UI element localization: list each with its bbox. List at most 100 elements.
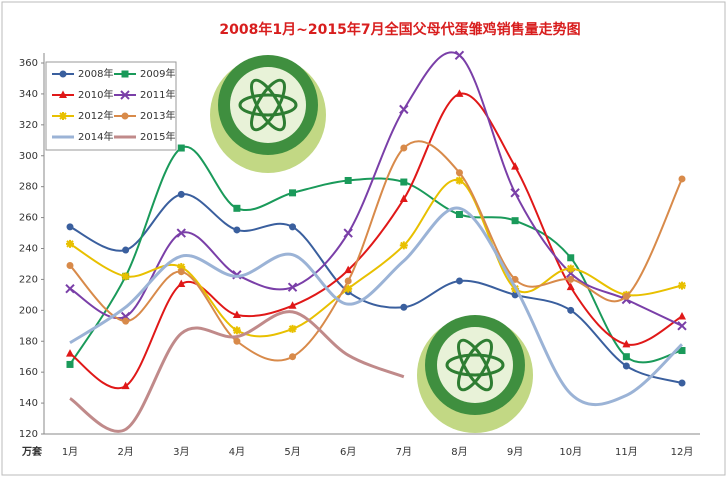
y-tick-label: 320 [19, 120, 38, 131]
point [622, 353, 630, 361]
point [232, 310, 241, 318]
y-tick-label: 340 [19, 89, 38, 100]
point [176, 228, 186, 238]
legend-label: 2012年 [78, 109, 113, 122]
point [399, 241, 408, 250]
point [289, 353, 297, 361]
x-tick-label: 11月 [615, 446, 638, 458]
logo [210, 55, 326, 173]
point [566, 282, 575, 291]
x-tick-label: 6月 [340, 446, 356, 458]
point [511, 217, 519, 225]
y-unit: 万套 [21, 445, 43, 458]
point [511, 275, 519, 283]
point [343, 228, 353, 238]
point [678, 312, 686, 320]
point [678, 347, 686, 355]
point [66, 349, 74, 357]
point [177, 263, 186, 272]
legend-label: 2014年 [78, 130, 113, 143]
logo [417, 315, 533, 433]
point [622, 339, 631, 348]
point [566, 264, 575, 273]
point [622, 362, 630, 370]
legend-marker [120, 90, 130, 100]
point [65, 283, 75, 294]
point [288, 324, 297, 333]
y-tick-label: 300 [19, 151, 38, 162]
point [121, 272, 130, 281]
point [567, 306, 575, 314]
legend-marker [59, 70, 67, 78]
y-tick-label: 200 [19, 305, 38, 316]
point [177, 279, 186, 288]
point [344, 284, 353, 293]
point [344, 277, 352, 285]
point [177, 190, 185, 198]
point [288, 301, 297, 309]
point [678, 175, 686, 183]
point [567, 254, 575, 262]
point [455, 277, 463, 285]
legend-marker [121, 70, 129, 78]
point [233, 337, 241, 345]
point [233, 226, 241, 234]
y-tick-label: 160 [19, 367, 38, 378]
point [400, 303, 408, 311]
point [567, 275, 575, 283]
point [121, 381, 130, 390]
y-tick-label: 220 [19, 274, 38, 285]
point [677, 321, 687, 331]
y-tick-label: 120 [19, 429, 38, 440]
series-line [69, 206, 684, 407]
point [177, 268, 185, 276]
x-tick-label: 5月 [284, 446, 300, 458]
y-tick-label: 280 [19, 182, 38, 193]
point [66, 262, 74, 270]
point [400, 178, 408, 186]
point [511, 162, 520, 170]
x-tick-label: 12月 [671, 446, 694, 458]
point [678, 379, 686, 387]
point [177, 144, 185, 152]
legend-label: 2008年 [78, 67, 113, 80]
point [122, 317, 130, 325]
point [66, 360, 74, 368]
legend-marker [121, 112, 129, 120]
point [66, 239, 74, 248]
point [455, 176, 464, 185]
point [455, 89, 464, 97]
legend-label: 2010年 [78, 88, 113, 101]
point [287, 282, 298, 292]
legend-label: 2011年 [140, 88, 175, 101]
x-tick-label: 9月 [507, 446, 523, 458]
legend-label: 2013年 [140, 109, 175, 122]
x-tick-label: 10月 [559, 446, 582, 458]
y-tick-label: 140 [19, 398, 38, 409]
point [122, 246, 130, 254]
point [66, 223, 74, 231]
point [233, 204, 241, 212]
y-tick-label: 180 [19, 336, 38, 347]
legend-marker [59, 90, 67, 98]
y-tick-label: 260 [19, 213, 38, 224]
x-tick-label: 7月 [396, 446, 412, 458]
point [454, 50, 465, 60]
legend-marker [59, 112, 67, 120]
point [344, 176, 352, 184]
legend [45, 61, 177, 151]
point [400, 144, 408, 152]
point [455, 210, 463, 218]
point [455, 169, 463, 177]
y-tick-label: 360 [19, 58, 38, 69]
legend-label: 2015年 [140, 130, 175, 143]
chart-title: 2008年1月~2015年7月全国父母代蛋雏鸡销售量走势图 [219, 21, 580, 38]
x-tick-label: 4月 [229, 446, 245, 458]
y-tick-label: 240 [19, 244, 38, 255]
point [289, 223, 297, 231]
point [399, 104, 409, 115]
point [678, 281, 686, 290]
x-tick-label: 2月 [117, 446, 133, 458]
point [399, 194, 408, 203]
